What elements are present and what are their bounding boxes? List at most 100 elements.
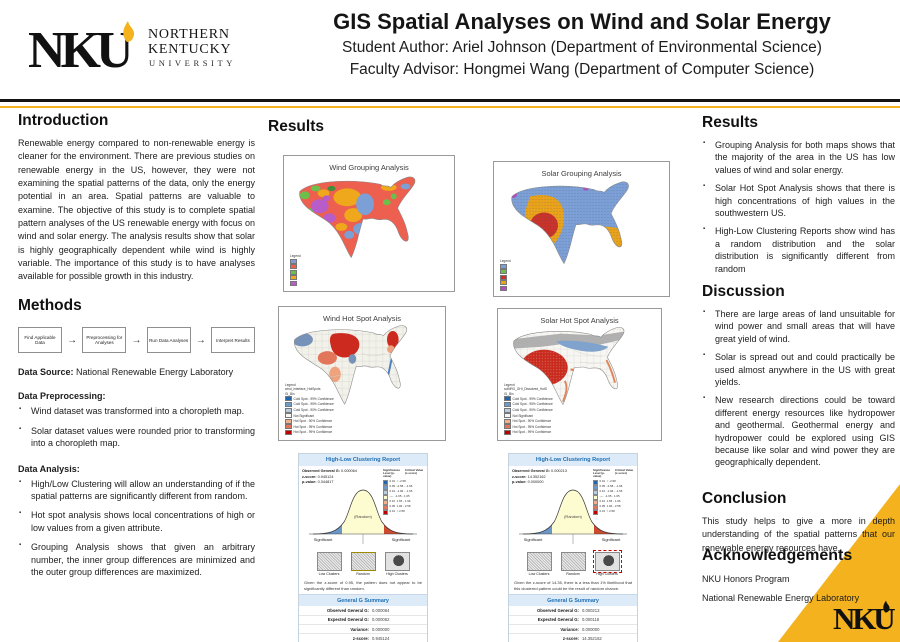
- conclusion-section: Conclusion This study helps to give a mo…: [702, 490, 895, 555]
- poster-title: GIS Spatial Analyses on Wind and Solar E…: [333, 9, 831, 34]
- flow-step-4: Interpret Results: [210, 327, 255, 354]
- header-divider-gold: [0, 106, 900, 108]
- list-item: New research directions could be toward …: [702, 394, 895, 468]
- methods-flowchart: Find Applicable Data → Preprocessing for…: [18, 327, 255, 354]
- legend-entry: Not Significant: [285, 413, 334, 419]
- legend-chip-row: [500, 263, 511, 269]
- legend-chip-row: [500, 286, 511, 291]
- stat-label: Observed General G:: [512, 469, 550, 473]
- header-title-block: GIS Spatial Analyses on Wind and Solar E…: [262, 8, 900, 81]
- discussion-heading: Discussion: [702, 283, 785, 300]
- wind-clustering-report: High-Low Clustering Report Observed Gene…: [298, 453, 428, 642]
- summary-section-header: General G Summary: [509, 594, 637, 607]
- legend-chip-row: [500, 274, 511, 280]
- preprocessing-heading: Data Preprocessing:: [18, 391, 106, 402]
- legend-entry: Cold Spot - 90% Confidence: [285, 407, 334, 413]
- solar-grouping-us-map: [510, 181, 629, 265]
- cluster-thumbnails: Low Clusters Random High Clusters: [299, 552, 427, 576]
- legend-row: 0.10 -1.96 - -1.65: [383, 489, 425, 495]
- map-legend: Legend: [500, 259, 511, 291]
- hotspot-map-legend: Legend solNRG_GHI_Dissolved_HotS Gi_Bin …: [504, 383, 553, 435]
- stat-label: Observed General G:: [302, 469, 340, 473]
- acknowledgement-item: NKU Honors Program: [702, 574, 790, 584]
- legend-entry: Cold Spot - 95% Confidence: [285, 402, 334, 408]
- stat-label: z-score:: [302, 474, 317, 479]
- flow-arrow-icon: →: [195, 334, 206, 346]
- legend-row: 0.05 -2.58 - -1.96: [383, 484, 425, 490]
- right-results-list: Grouping Analysis for both maps shows th…: [702, 139, 895, 275]
- list-item: Wind dataset was transformed into a chor…: [18, 405, 255, 417]
- acknowledgement-item: National Renewable Energy Laboratory: [702, 593, 860, 603]
- legend-title: Legend: [500, 258, 511, 263]
- list-item: Solar is spread out and could practicall…: [702, 351, 895, 388]
- flow-step-2: Preprocessing for Analyses: [82, 327, 127, 354]
- random-thumb: [350, 552, 376, 571]
- methods-heading: Methods: [18, 297, 82, 315]
- map-title: Solar Hot Spot Analysis: [540, 316, 619, 325]
- list-item: High/Low Clustering will allow an unders…: [18, 478, 255, 503]
- legend-chip-row: [290, 269, 301, 275]
- stat-value: 0.000064: [341, 469, 357, 473]
- legend-entry: Hot Spot - 99% Confidence: [285, 430, 334, 435]
- nku-footer-logo: NKU: [833, 600, 897, 636]
- thumb-label: Random: [356, 572, 370, 576]
- flow-step-3: Run Data Analyses: [146, 327, 191, 354]
- list-item: Hot spot analysis shows local concentrat…: [18, 509, 255, 534]
- faculty-advisor-line: Faculty Advisor: Hongmei Wang (Departmen…: [349, 61, 815, 79]
- legend-title: Legend: [290, 253, 301, 258]
- significant-left-label: Significant: [524, 537, 543, 542]
- legend-chip-row: [290, 281, 301, 286]
- legend-entry: Hot Spot - 95% Confidence: [504, 424, 553, 430]
- data-source-line: Data Source: National Renewable Energy L…: [18, 367, 255, 377]
- discussion-section: Discussion There are large areas of land…: [702, 283, 895, 475]
- legend-col-header: Significance Level (p-value): [593, 468, 611, 479]
- summary-section-header: General G Summary: [299, 594, 427, 607]
- thumb-label: High Clusters: [386, 572, 408, 576]
- legend-chip-row: [290, 275, 301, 281]
- flame-icon: [123, 21, 135, 42]
- list-item: Solar dataset values were rounded prior …: [18, 425, 255, 450]
- header-divider-black: [0, 99, 900, 102]
- legend-col-header: Significance Level (p-value): [383, 468, 401, 479]
- acknowledgements-section: Acknowledgements NKU Honors Program Nati…: [702, 547, 895, 603]
- analysis-list: High/Low Clustering will allow an unders…: [18, 478, 255, 579]
- report-caption: Given the z-score of 0.95, the pattern d…: [304, 580, 422, 591]
- legend-row: 0.05 -2.58 - -1.96: [593, 484, 635, 490]
- legend-entry: Hot Spot - 95% Confidence: [285, 424, 334, 430]
- nku-logo-mark: NKU: [28, 22, 133, 79]
- legend-field-name: Gi_Bin: [504, 391, 514, 396]
- summary-row: Variance: 0.000000: [299, 625, 427, 635]
- wind-hotspot-map-panel: Wind Hot Spot Analysis Lege: [278, 306, 446, 441]
- stat-value: 0.000000: [527, 480, 544, 485]
- legend-title: Legend: [504, 382, 515, 387]
- bell-curve-graphic: Significant (Random) Significant: [309, 489, 417, 544]
- stat-value: 0.344817: [317, 480, 334, 485]
- legend-row: 0.01 < -2.58: [383, 479, 425, 485]
- list-item: Solar Hot Spot Analysis shows that there…: [702, 182, 895, 219]
- legend-row: 0.05 1.96 - 2.58: [383, 504, 425, 510]
- significance-legend: Significance Level (p-value) Critical Val…: [383, 468, 425, 515]
- flame-icon: [883, 600, 890, 613]
- stat-label: p-value:: [302, 480, 317, 485]
- thumb-label: Low Clusters: [318, 572, 340, 576]
- list-item: Grouping Analysis shows that given an ar…: [18, 541, 255, 578]
- hotspot-map-legend: Legend wind_interface_HotSpots Gi_Bin Co…: [285, 383, 334, 435]
- legend-entry: Hot Spot - 90% Confidence: [285, 418, 334, 424]
- thumb-label: Random: [566, 572, 580, 576]
- summary-row: z-score: 14.352162: [509, 634, 637, 642]
- flow-step-1: Find Applicable Data: [18, 327, 62, 354]
- stat-value: 0.945124: [317, 474, 334, 479]
- solar-clustering-report: High-Low Clustering Report Observed Gene…: [508, 453, 638, 642]
- map-legend: Legend: [290, 254, 301, 286]
- summary-row: Expected General G: 0.000062: [299, 616, 427, 625]
- legend-layer-name: solNRG_GHI_Dissolved_HotS: [504, 387, 548, 392]
- random-label: (Random): [354, 514, 372, 519]
- significant-right-label: Significant: [392, 537, 411, 542]
- high-clusters-thumb: [592, 550, 622, 573]
- wind-grouping-us-map: [299, 176, 416, 259]
- summary-row: Observed General G: 0.000213: [509, 606, 637, 616]
- legend-title: Legend: [285, 382, 296, 387]
- legend-row: 0.10 1.65 - 1.96: [593, 499, 635, 505]
- conclusion-body: This study helps to give a more in depth…: [702, 516, 895, 553]
- introduction-body: Renewable energy compared to non-renewab…: [18, 138, 255, 282]
